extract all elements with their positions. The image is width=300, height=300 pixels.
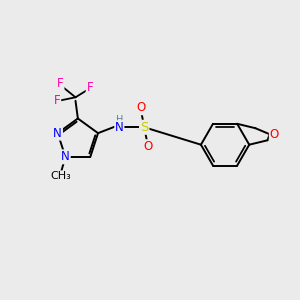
Text: S: S [140, 121, 148, 134]
Text: F: F [54, 94, 60, 107]
Text: N: N [115, 121, 124, 134]
Text: O: O [143, 140, 152, 153]
Text: O: O [136, 101, 145, 114]
Text: N: N [61, 150, 70, 163]
Text: H: H [116, 116, 124, 125]
Text: CH₃: CH₃ [51, 171, 71, 181]
Text: N: N [53, 127, 62, 140]
Text: F: F [57, 77, 64, 90]
Text: O: O [270, 128, 279, 141]
Text: F: F [87, 81, 93, 94]
